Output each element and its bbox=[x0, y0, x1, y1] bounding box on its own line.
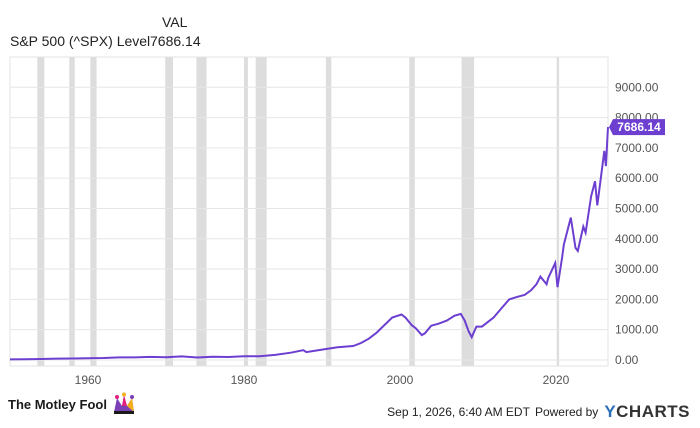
recession-band-9 bbox=[461, 57, 475, 366]
recession-band-6 bbox=[255, 57, 267, 366]
x-tick-label-1: 1980 bbox=[231, 373, 258, 387]
recession-band-10 bbox=[556, 57, 560, 366]
x-tick-label-3: 2020 bbox=[543, 373, 570, 387]
last-value-marker: 7686.14 bbox=[609, 119, 665, 136]
x-tick-label-2: 2000 bbox=[387, 373, 414, 387]
footer-timestamp: Sep 1, 2026, 6:40 AM EDT bbox=[387, 405, 530, 419]
footer-credits: Sep 1, 2026, 6:40 AM EDT Powered by YCHA… bbox=[387, 402, 690, 422]
recession-band-3 bbox=[165, 57, 174, 366]
brand-name: The Motley Fool bbox=[8, 396, 107, 412]
brand-logo: The Motley Fool bbox=[8, 392, 137, 416]
plot-frame bbox=[9, 56, 609, 367]
y-tick-label-9: 9000.00 bbox=[615, 80, 659, 94]
y-tick-label-7: 7000.00 bbox=[615, 141, 659, 155]
legend-series-value: 7686.14 bbox=[150, 33, 201, 49]
footer-powered-by: Powered by bbox=[534, 405, 599, 419]
y-tick-label-3: 3000.00 bbox=[615, 262, 659, 276]
recession-band-2 bbox=[90, 57, 97, 366]
recession-band-8 bbox=[409, 57, 415, 366]
recession-band-4 bbox=[196, 57, 207, 366]
x-axis-ticks: 1960 1980 2000 2020 bbox=[75, 373, 570, 387]
recession-band-5 bbox=[243, 57, 248, 366]
y-tick-label-6: 6000.00 bbox=[615, 171, 659, 185]
y-tick-label-4: 4000.00 bbox=[615, 232, 659, 246]
y-tick-label-1: 1000.00 bbox=[615, 323, 659, 337]
recession-band-1 bbox=[69, 57, 75, 366]
y-tick-label-5: 5000.00 bbox=[615, 201, 659, 215]
gridlines bbox=[10, 86, 608, 361]
legend-series-label: S&P 500 (^SPX) Level bbox=[10, 33, 151, 49]
x-tick-label-0: 1960 bbox=[75, 373, 102, 387]
recession-band-0 bbox=[37, 57, 45, 366]
last-value-label: 7686.14 bbox=[617, 120, 661, 134]
ycharts-logo-rest: CHARTS bbox=[616, 402, 690, 421]
legend-column-header: VAL bbox=[162, 14, 188, 30]
recession-bands bbox=[37, 57, 560, 366]
last-value-arrow bbox=[609, 119, 613, 136]
series-line-spx bbox=[9, 127, 609, 361]
jester-hat-icon bbox=[113, 392, 134, 414]
ycharts-logo-y: Y bbox=[604, 402, 617, 421]
y-tick-label-0: 0.00 bbox=[615, 353, 639, 367]
legend-row: S&P 500 (^SPX) Level 7686.14 bbox=[10, 33, 201, 49]
last-value-box bbox=[613, 119, 665, 136]
recession-band-7 bbox=[325, 57, 332, 366]
y-tick-label-2: 2000.00 bbox=[615, 292, 659, 306]
ycharts-logo: YCHARTS bbox=[604, 402, 690, 422]
